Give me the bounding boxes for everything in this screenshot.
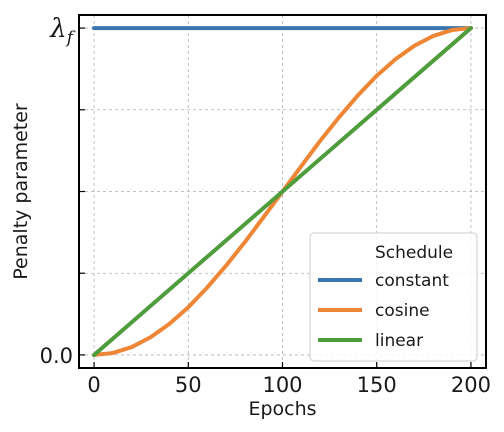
legend-label-cosine: cosine (375, 301, 430, 321)
x-tick-label: 100 (262, 373, 302, 397)
x-tick-label: 200 (451, 373, 491, 397)
legend-title: Schedule (375, 243, 453, 263)
x-tick-label: 0 (87, 373, 100, 397)
axis-ticks: 0 50 100 150 200 0.0 λf (40, 14, 491, 397)
x-tick-label: 50 (175, 373, 202, 397)
y-tick-label: 0.0 (40, 344, 73, 368)
legend-label-constant: constant (375, 271, 449, 291)
x-tick-label: 150 (357, 373, 397, 397)
legend-label-linear: linear (375, 331, 423, 351)
y-axis-label: Penalty parameter (10, 103, 32, 280)
x-axis-label: Epochs (248, 398, 316, 420)
series-line-linear (92, 26, 473, 357)
series-lines (92, 26, 473, 357)
y-tick-label-lambda: λf (49, 14, 75, 48)
legend: Schedule constant cosine linear (309, 232, 478, 362)
legend-box (309, 232, 478, 362)
